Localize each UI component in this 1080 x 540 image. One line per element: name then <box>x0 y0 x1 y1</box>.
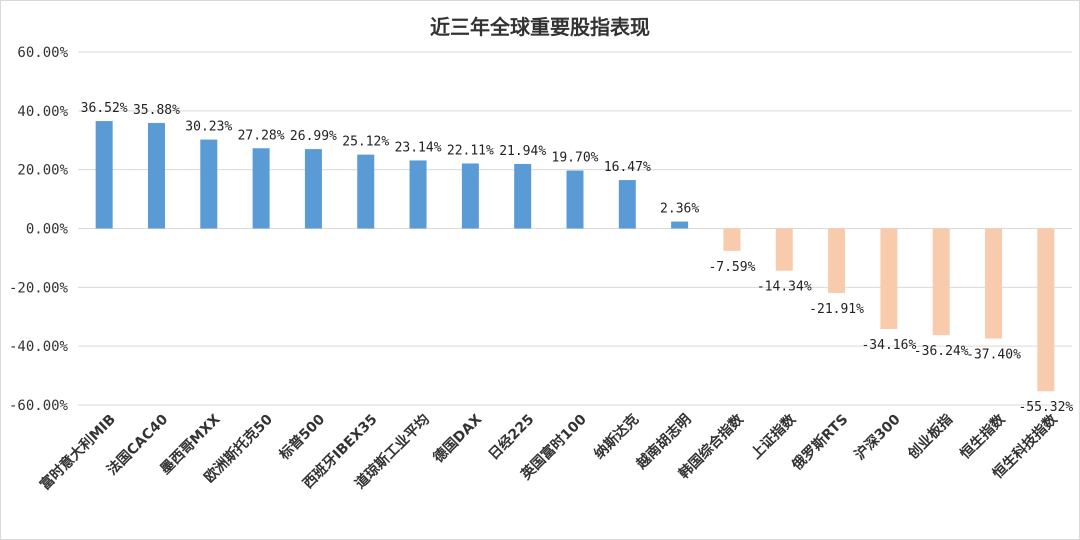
bar <box>671 221 689 229</box>
data-label: 16.47% <box>604 160 651 175</box>
data-label: 19.70% <box>552 151 599 166</box>
data-label: 35.88% <box>133 103 180 118</box>
y-tick-label: -20.00% <box>9 280 69 296</box>
bar <box>828 228 846 293</box>
category-label: 标普500 <box>275 411 328 464</box>
category-label: 日经225 <box>485 411 537 463</box>
y-tick-label: -40.00% <box>9 339 69 355</box>
bar <box>775 228 793 271</box>
y-tick-label: 20.00% <box>17 163 68 179</box>
data-label: -34.16% <box>861 338 916 353</box>
data-label: -55.32% <box>1018 400 1073 415</box>
bar <box>985 228 1003 339</box>
bars <box>95 121 1055 392</box>
category-label: 纳斯达克 <box>591 411 643 463</box>
data-label: -7.59% <box>708 260 755 275</box>
category-label: 俄罗斯RTS <box>788 411 851 474</box>
data-label: 36.52% <box>81 101 128 116</box>
y-tick-label: 60.00% <box>17 45 68 61</box>
data-label: 2.36% <box>660 202 699 217</box>
bar <box>461 163 479 229</box>
bar <box>566 170 584 229</box>
bar <box>200 139 218 229</box>
data-label: 26.99% <box>290 129 337 144</box>
chart-title: 近三年全球重要股指表现 <box>430 15 650 39</box>
data-label: 22.11% <box>447 143 494 158</box>
y-tick-label: 40.00% <box>17 104 68 120</box>
category-label: 富时意大利MIB <box>36 411 119 494</box>
bar <box>880 228 898 329</box>
data-label: -37.40% <box>966 348 1021 363</box>
data-label: -14.34% <box>757 280 812 295</box>
category-label: 德国DAX <box>430 411 485 466</box>
data-label: -36.24% <box>914 344 969 359</box>
bar <box>95 121 113 229</box>
bar <box>252 148 270 229</box>
data-label: 30.23% <box>185 120 232 135</box>
bar <box>357 154 375 229</box>
data-label: 25.12% <box>342 135 389 150</box>
category-label: 沪深300 <box>851 411 904 464</box>
bar <box>1037 228 1055 392</box>
category-label: 创业板指 <box>904 411 956 463</box>
y-tick-label: 0.00% <box>26 222 69 238</box>
y-axis-ticks: 60.00% 40.00% 20.00% 0.00% -20.00% -40.00% -60… <box>9 45 69 414</box>
data-label: 27.28% <box>238 128 285 143</box>
bar <box>618 180 636 229</box>
bar <box>304 149 322 229</box>
data-label: 21.94% <box>499 144 546 159</box>
bar <box>514 163 532 229</box>
y-tick-label: -60.00% <box>9 398 69 414</box>
data-label: 23.14% <box>395 140 442 155</box>
bar <box>409 160 427 229</box>
data-labels: 36.52% 35.88% 30.23% 27.28% 26.99% 25.12% 23.1… <box>81 101 1074 415</box>
category-label: 上证指数 <box>747 410 799 462</box>
category-label: 恒生指数 <box>957 410 1009 462</box>
bar <box>932 228 950 336</box>
bar <box>147 122 165 229</box>
bar <box>723 228 741 251</box>
gridlines <box>78 51 1072 406</box>
data-label: -21.91% <box>809 302 864 317</box>
